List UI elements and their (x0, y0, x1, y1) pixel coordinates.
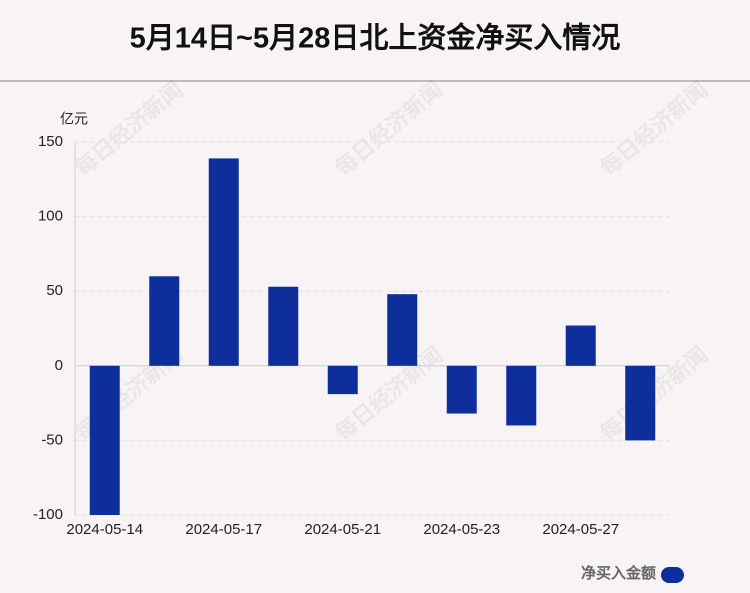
x-tick-label: 2024-05-27 (542, 521, 619, 538)
bar (208, 158, 239, 366)
y-tick-label: 50 (46, 282, 63, 299)
y-tick-label: 150 (38, 133, 63, 150)
chart-title: 5月14日~5月28日北上资金净买入情况 (130, 21, 621, 55)
bar (149, 276, 180, 366)
bar (89, 365, 120, 515)
x-tick-label: 2024-05-23 (423, 521, 500, 538)
bar (387, 294, 418, 366)
y-tick-label: -50 (41, 431, 63, 448)
y-tick-label: -100 (33, 506, 63, 523)
y-axis-label: 亿元 (60, 111, 88, 127)
bar (268, 286, 299, 366)
legend-label: 净买入金额 (581, 564, 656, 582)
bar (506, 365, 537, 426)
y-tick-label: 100 (38, 208, 63, 225)
bar (446, 365, 477, 414)
x-tick-label: 2024-05-21 (304, 521, 381, 538)
y-tick-label: 0 (55, 357, 63, 374)
bar (625, 365, 656, 441)
bar (327, 365, 358, 395)
x-tick-label: 2024-05-14 (66, 521, 143, 538)
legend-swatch (661, 567, 684, 583)
x-tick-label: 2024-05-17 (185, 521, 262, 538)
bar (565, 325, 596, 366)
